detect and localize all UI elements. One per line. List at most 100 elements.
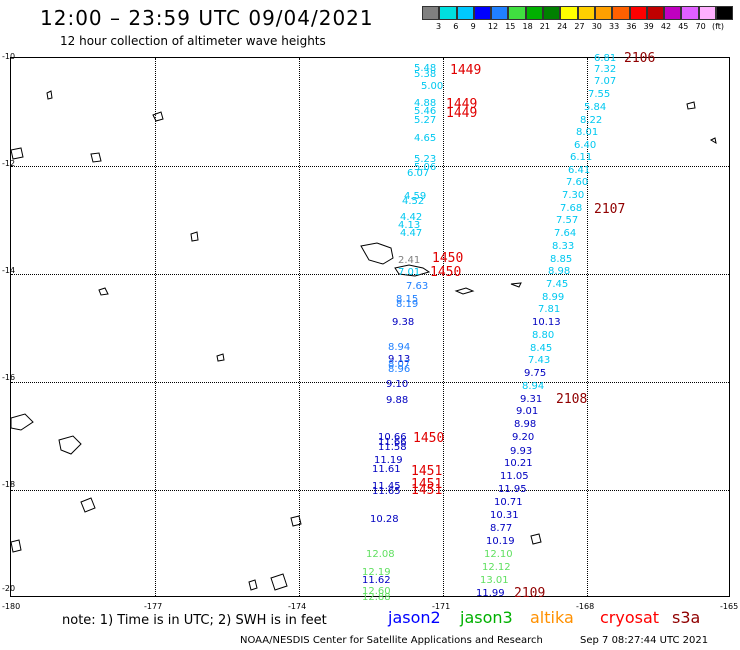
wave-height-west: 11.65 [372, 486, 401, 497]
island-outlines [11, 90, 717, 591]
wave-height-west: 12.88 [362, 592, 391, 603]
wave-height-east: 8.45 [530, 343, 553, 354]
island-fiji-1 [11, 413, 34, 431]
map-subtitle: 12 hour collection of altimeter wave hei… [60, 34, 326, 48]
colorbar-label: 42 [660, 22, 672, 31]
island-tonga-2 [290, 515, 302, 527]
wave-height-west: 8.96 [388, 364, 411, 375]
grid-line-horizontal [11, 490, 729, 491]
wave-height-west: 11.62 [362, 575, 391, 586]
wave-height-east: 9.93 [510, 446, 533, 457]
y-axis-label: -10 [2, 52, 16, 61]
colorbar-label: 70 [695, 22, 706, 31]
wave-height-east: 8.77 [490, 523, 513, 534]
wave-height-west: 7.01 [398, 267, 421, 278]
colorbar-swatch [560, 6, 578, 20]
island-tonga-1 [270, 573, 288, 591]
legend-cryosat: cryosat [600, 608, 660, 627]
wave-height-east: 7.32 [594, 64, 617, 75]
colorbar-label: 30 [591, 22, 602, 31]
pass-time-label: 1451 [411, 477, 443, 492]
colorbar-label: 12 [487, 22, 499, 31]
wave-height-west: 4.59 [404, 191, 427, 202]
wave-height-west: 5.27 [414, 115, 437, 126]
wave-height-west: 4.88 [414, 98, 437, 109]
wave-height-east: 10.21 [504, 458, 533, 469]
wave-height-west: 9.13 [388, 354, 411, 365]
legend-altika: altika [530, 608, 574, 627]
legend-jason2: jason2 [388, 608, 441, 627]
pass-time-label: 2106 [624, 51, 656, 66]
wave-height-east: 6.81 [594, 53, 617, 64]
wave-height-east: 8.80 [532, 330, 555, 341]
colorbar-unit: (ft) [712, 22, 725, 31]
credit-text: NOAA/NESDIS Center for Satellite Applica… [240, 635, 543, 646]
wave-height-west: 8.94 [388, 342, 411, 353]
wave-height-east: 7.64 [554, 228, 577, 239]
wave-height-east: 11.95 [498, 484, 527, 495]
pass-time-label: 1449 [446, 97, 478, 112]
colorbar-label: 45 [678, 22, 689, 31]
island-pukapuka [686, 101, 696, 110]
colorbar-swatch [456, 6, 474, 20]
wave-height-west: 9.88 [386, 395, 409, 406]
wave-height-east: 7.60 [566, 177, 589, 188]
wave-height-west: 11.61 [372, 464, 401, 475]
wave-height-west: 11.58 [378, 442, 407, 453]
wave-height-west: 9.10 [386, 379, 409, 390]
grid-line-horizontal [11, 274, 729, 275]
island-fiji-3 [80, 497, 96, 513]
island-niue [530, 533, 542, 545]
x-axis-label: -180 [2, 602, 21, 611]
wave-height-east: 7.07 [594, 76, 617, 87]
map-panel [10, 57, 730, 597]
island-b [90, 152, 102, 163]
island-east [709, 137, 717, 145]
island-futuna [98, 287, 109, 296]
colorbar-swatch [422, 6, 440, 20]
island-savaii [360, 242, 394, 265]
pass-time-label: 1451 [411, 483, 443, 498]
wave-height-east: 7.68 [560, 203, 583, 214]
wave-height-east: 7.30 [562, 190, 585, 201]
wave-height-east: 9.01 [516, 406, 539, 417]
pass-time-label: 2109 [514, 586, 546, 601]
island-c [11, 147, 24, 160]
wave-height-east: 8.85 [550, 254, 573, 265]
wave-height-east: 5.84 [584, 102, 607, 113]
wave-height-west: 4.42 [400, 212, 423, 223]
wave-height-west: 7.63 [406, 281, 429, 292]
wave-height-east: 8.98 [514, 419, 537, 430]
colorbar [422, 6, 734, 20]
colorbar-swatch [577, 6, 595, 20]
island-fiji-2 [58, 435, 82, 455]
wave-height-east: 8.22 [580, 115, 603, 126]
wave-height-east: 10.13 [532, 317, 561, 328]
x-axis-label: -174 [288, 602, 307, 611]
colorbar-label: 21 [539, 22, 550, 31]
wave-height-east: 8.99 [542, 292, 565, 303]
y-axis-label: -20 [2, 584, 16, 593]
wave-height-west: 11.19 [374, 455, 403, 466]
wave-height-west: 4.47 [400, 228, 423, 239]
pass-time-label: 1451 [411, 464, 443, 479]
colorbar-label: 9 [470, 22, 476, 31]
x-axis-label: -177 [144, 602, 163, 611]
pass-time-label: 1450 [413, 431, 445, 446]
wave-height-west: 5.06 [414, 162, 437, 173]
grid-line-horizontal [11, 166, 729, 167]
wave-height-east: 11.05 [500, 471, 529, 482]
wave-height-west: 10.66 [378, 432, 407, 443]
colorbar-swatch [594, 6, 613, 20]
wave-height-west: 11.45 [372, 481, 401, 492]
colorbar-swatch [681, 6, 699, 20]
wave-height-west: 6.07 [407, 168, 430, 179]
island-tutuila [454, 287, 475, 295]
colorbar-swatch [664, 6, 682, 20]
wave-height-east: 8.98 [548, 266, 571, 277]
island-manua [510, 282, 522, 288]
pass-time-label: 1449 [450, 63, 482, 78]
wave-height-west: 8.15 [396, 294, 419, 305]
x-axis-label: -165 [720, 602, 739, 611]
wave-height-west: 11.66 [378, 437, 407, 448]
